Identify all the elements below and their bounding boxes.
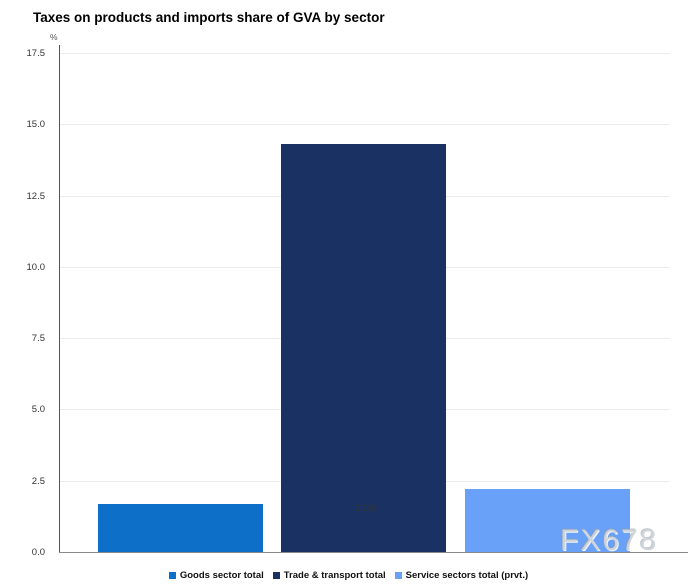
bar-service-sectors-total-prvt bbox=[465, 489, 630, 552]
legend-swatch-icon bbox=[394, 572, 402, 579]
legend-label: Goods sector total bbox=[179, 570, 264, 581]
plot-area bbox=[60, 53, 670, 552]
y-tick-label: 17.5 bbox=[26, 48, 46, 59]
x-tick-label: 2024 bbox=[355, 503, 377, 514]
legend: Goods sector total Trade & transport tota… bbox=[0, 570, 697, 581]
y-tick-label: 0.0 bbox=[31, 547, 45, 558]
legend-swatch-icon bbox=[272, 572, 280, 579]
y-axis-line bbox=[59, 45, 60, 553]
y-tick-label: 7.5 bbox=[31, 333, 45, 344]
watermark: FX678 bbox=[560, 524, 659, 557]
legend-item: Trade & transport total bbox=[272, 570, 386, 581]
y-axis-unit-label: % bbox=[50, 32, 58, 42]
legend-swatch-icon bbox=[168, 572, 176, 579]
y-tick-label: 5.0 bbox=[31, 404, 45, 415]
gridline-17.5 bbox=[60, 53, 670, 54]
legend-item: Goods sector total bbox=[168, 570, 264, 581]
y-tick-label: 2.5 bbox=[31, 476, 45, 487]
y-tick-label: 10.0 bbox=[26, 262, 46, 273]
chart-title: Taxes on products and imports share of G… bbox=[33, 10, 385, 25]
bar-goods-sector-total bbox=[98, 504, 263, 552]
y-tick-label: 12.5 bbox=[26, 191, 46, 202]
gridline-15.0 bbox=[60, 124, 670, 125]
bar-trade-transport-total bbox=[281, 144, 446, 552]
y-tick-label: 15.0 bbox=[26, 119, 46, 130]
legend-label: Trade & transport total bbox=[283, 570, 386, 581]
legend-label: Service sectors total (prvt.) bbox=[405, 570, 529, 581]
x-axis-line bbox=[59, 552, 688, 553]
legend-item: Service sectors total (prvt.) bbox=[394, 570, 529, 581]
